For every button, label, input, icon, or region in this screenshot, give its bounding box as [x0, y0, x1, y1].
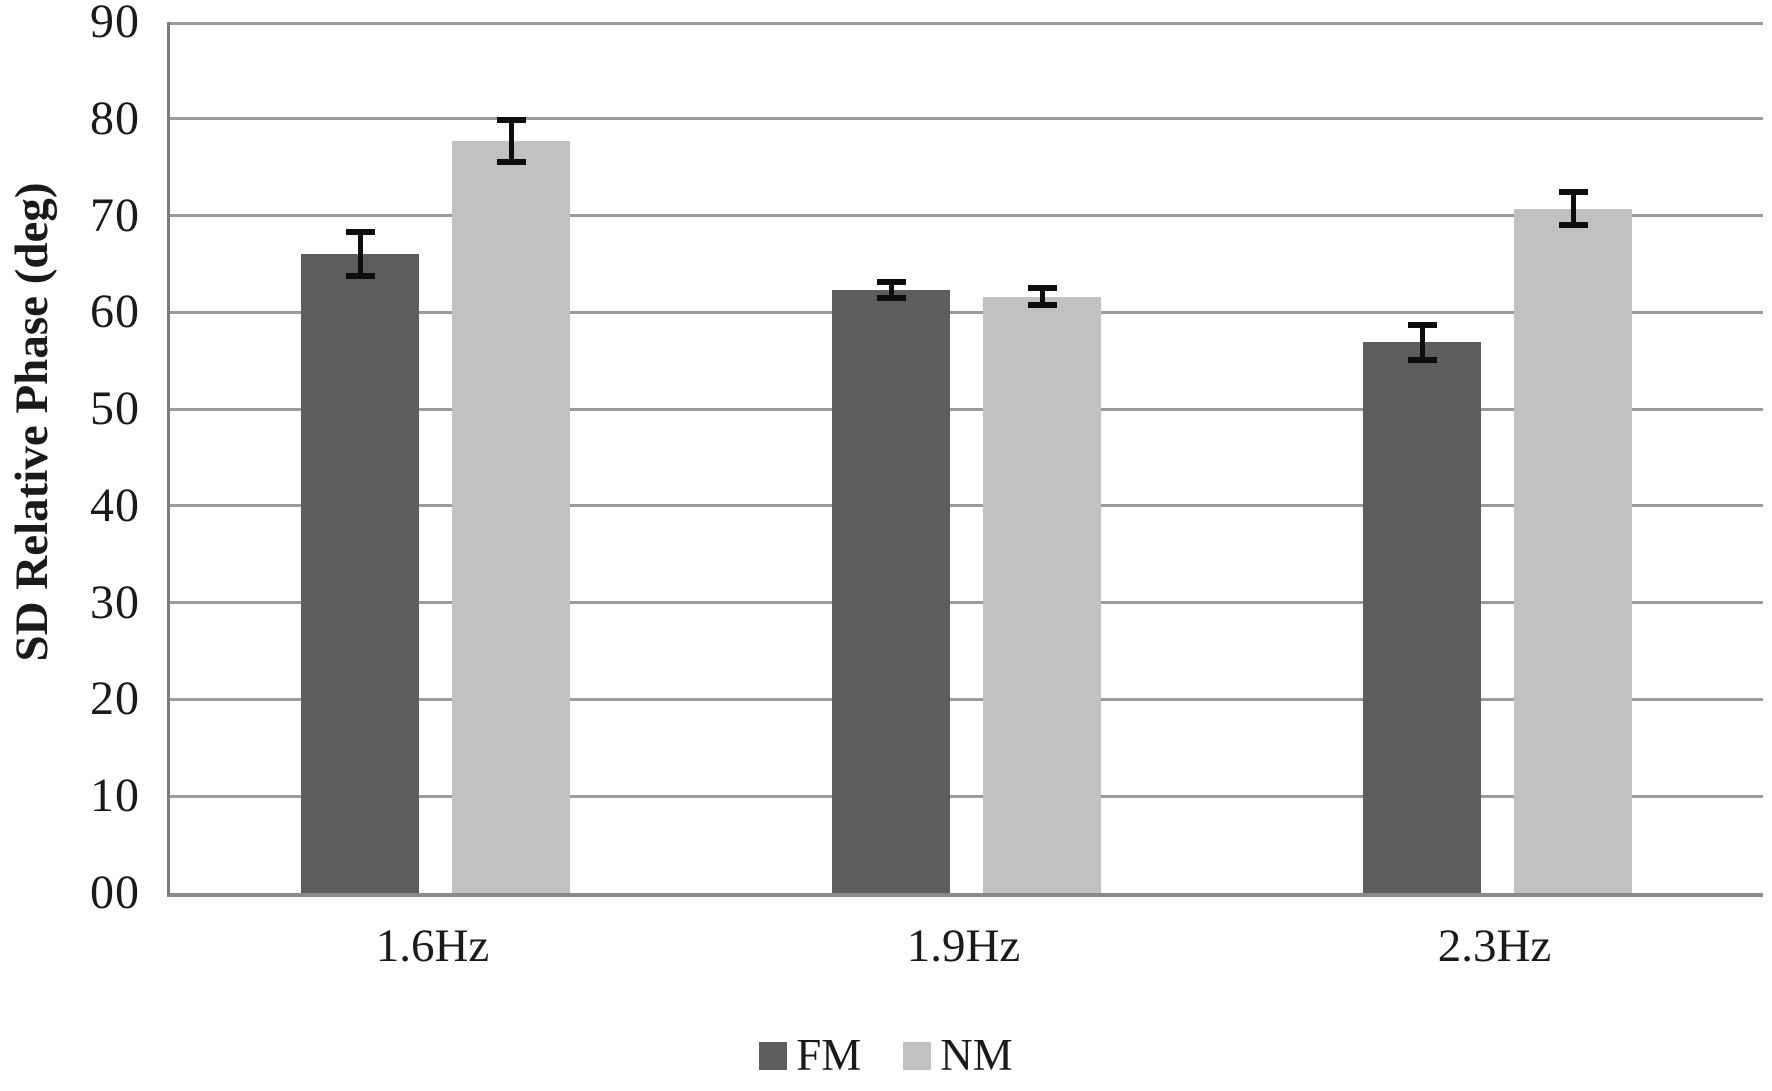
- error-cap-top: [496, 116, 526, 123]
- bar-FM-1.6Hz: [301, 254, 419, 893]
- error-bar-NM-2.3Hz: [1558, 189, 1588, 229]
- gridline-40: [170, 504, 1763, 508]
- gridline-60: [170, 310, 1763, 314]
- bar-FM-2.3Hz: [1363, 342, 1481, 893]
- legend-item-nm: NM: [903, 1033, 1013, 1078]
- bar-NM-1.9Hz: [983, 296, 1101, 893]
- error-cap-bottom: [1027, 302, 1057, 309]
- error-bar-NM-1.9Hz: [1027, 285, 1057, 309]
- y-tick-label-90: 90: [90, 0, 140, 48]
- error-cap-bottom: [496, 159, 526, 166]
- error-stem: [357, 229, 363, 280]
- error-bar-FM-1.6Hz: [345, 229, 375, 280]
- error-cap-bottom: [345, 273, 375, 280]
- gridline-50: [170, 407, 1763, 411]
- y-tick-label-00: 00: [90, 866, 140, 919]
- gridline-30: [170, 601, 1763, 605]
- y-tick-label-20: 20: [90, 672, 140, 726]
- plot-area: [167, 22, 1763, 897]
- error-stem: [1039, 285, 1045, 309]
- error-bar-FM-2.3Hz: [1407, 322, 1437, 363]
- y-tick-label-60: 60: [90, 285, 140, 339]
- bar-NM-2.3Hz: [1514, 208, 1632, 893]
- error-cap-bottom: [1558, 222, 1588, 229]
- gridline-70: [170, 214, 1763, 218]
- error-stem: [888, 279, 894, 301]
- error-cap-top: [1558, 189, 1588, 196]
- y-tick-label-80: 80: [90, 91, 140, 145]
- gridline-90: [170, 22, 1763, 25]
- error-stem: [1419, 322, 1425, 363]
- error-cap-bottom: [1407, 356, 1437, 363]
- legend-swatch-fm-icon: [759, 1041, 788, 1070]
- gridline-80: [170, 117, 1763, 121]
- y-tick-label-40: 40: [90, 478, 140, 532]
- y-tick-label-70: 70: [90, 188, 140, 242]
- x-category-label-1.9Hz: 1.9Hz: [906, 920, 1021, 972]
- x-category-label-2.3Hz: 2.3Hz: [1437, 920, 1552, 972]
- y-tick-label-10: 10: [90, 769, 140, 823]
- gridline-20: [170, 697, 1763, 701]
- error-cap-top: [1407, 322, 1437, 328]
- bar-NM-1.6Hz: [452, 141, 570, 893]
- error-cap-top: [345, 229, 375, 236]
- legend-item-fm: FM: [759, 1033, 861, 1078]
- error-cap-top: [1027, 285, 1057, 292]
- error-stem: [508, 116, 514, 166]
- error-bar-NM-1.6Hz: [496, 116, 526, 166]
- legend: FM NM: [0, 1033, 1772, 1078]
- legend-swatch-nm-icon: [903, 1041, 932, 1070]
- error-bar-FM-1.9Hz: [876, 279, 906, 301]
- gridline-10: [170, 794, 1763, 798]
- y-tick-label-50: 50: [90, 382, 140, 436]
- error-cap-bottom: [876, 294, 906, 301]
- x-category-label-1.6Hz: 1.6Hz: [375, 920, 490, 972]
- legend-label-fm: FM: [796, 1030, 862, 1080]
- y-tick-label-30: 30: [90, 575, 140, 629]
- error-stem: [1570, 189, 1576, 229]
- bar-FM-1.9Hz: [832, 290, 950, 893]
- error-cap-top: [876, 279, 906, 286]
- legend-label-nm: NM: [940, 1030, 1013, 1080]
